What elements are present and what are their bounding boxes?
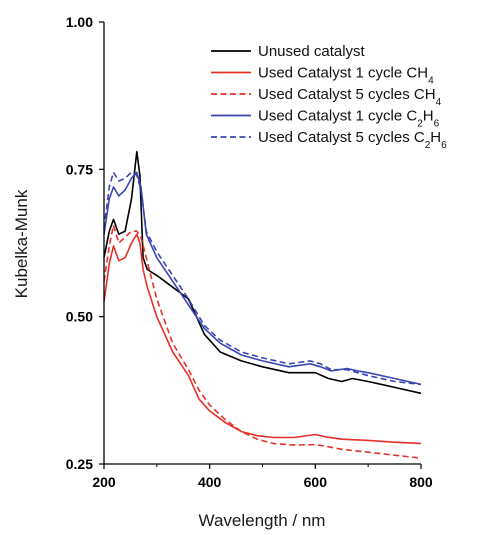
legend: Unused catalyst Used Catalyst 1 cycle CH4… [211, 43, 447, 151]
x-tick-label: 400 [198, 474, 222, 490]
legend-label: Unused catalyst [258, 43, 366, 60]
y-tick-label: 0.50 [66, 309, 93, 325]
y-tick-label: 1.00 [66, 14, 93, 30]
legend-label: Used Catalyst 5 cycles CH4 [258, 86, 442, 108]
y-axis-label: Kubelka-Munk [12, 189, 31, 298]
x-axis-label: Wavelength / nm [199, 511, 326, 530]
x-tick-label: 200 [92, 474, 116, 490]
series-layer [103, 150, 422, 459]
series-line-4 [103, 171, 422, 386]
y-tick-label: 0.25 [66, 456, 93, 472]
legend-label: Used Catalyst 1 cycle C2H6 [258, 108, 440, 130]
legend-label: Used Catalyst 1 cycle CH4 [258, 65, 434, 87]
series-line-3 [103, 224, 422, 459]
legend-label: Used Catalyst 5 cycles C2H6 [258, 129, 447, 151]
ticks-layer: 200 400 600 800 0.25 0.50 0.75 1.00 [66, 14, 433, 490]
series-line-1 [103, 150, 422, 395]
series-line-5 [103, 171, 422, 386]
x-tick-label: 600 [304, 474, 328, 490]
series-line-2 [103, 233, 422, 445]
y-tick-label: 0.75 [66, 161, 93, 177]
x-tick-label: 800 [409, 474, 433, 490]
